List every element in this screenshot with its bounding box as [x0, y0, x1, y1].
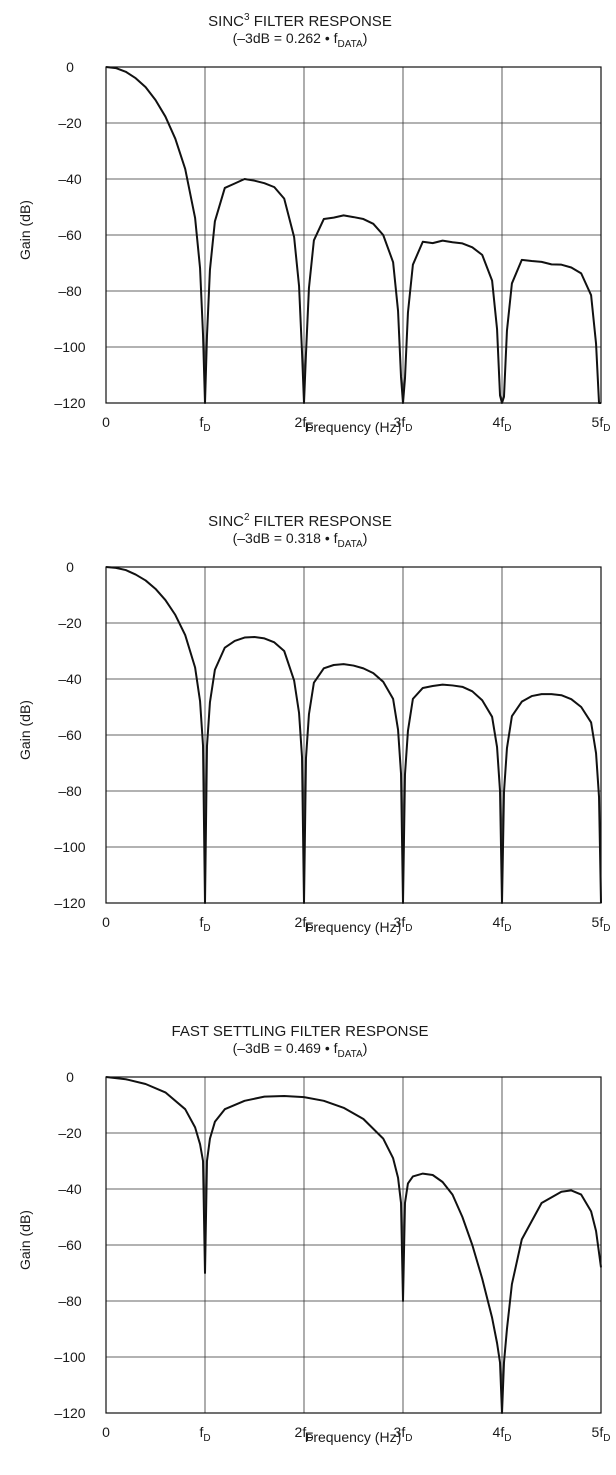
chart-panel: SINC3 FILTER RESPONSE (–3dB = 0.262 • fD… — [0, 0, 616, 480]
y-tick-label: –80 — [58, 1293, 82, 1309]
y-tick-label: –120 — [54, 395, 85, 411]
chart-title: FAST SETTLING FILTER RESPONSE — [171, 1023, 429, 1040]
y-axis-label: Gain (dB) — [16, 1210, 33, 1270]
x-tick-label: 5fD — [592, 914, 611, 934]
y-tick-label: –80 — [58, 783, 82, 799]
y-tick-label: –100 — [54, 839, 85, 855]
y-tick-label: –120 — [54, 1405, 85, 1421]
chart-title: SINC2 FILTER RESPONSE — [208, 512, 392, 530]
x-tick-label: 2fD — [295, 414, 314, 434]
y-tick-label: –40 — [58, 1181, 82, 1197]
series-line — [105, 66, 601, 404]
x-tick-label: 0 — [102, 914, 110, 930]
x-axis-label: Frequency (Hz) — [304, 919, 402, 935]
x-tick-label: 4fD — [493, 1424, 512, 1444]
plot-frame — [105, 566, 602, 904]
x-tick-label: fD — [199, 414, 210, 434]
y-tick-label: –20 — [58, 1125, 82, 1141]
series-line — [105, 566, 602, 904]
y-tick-label: –20 — [58, 115, 82, 131]
chart-plot: 0 –20 –40 –60 –80 –100 –120 0 fD 2fD 3fD 4fD 5fD — [54, 1069, 611, 1444]
x-tick-label: 5fD — [592, 414, 611, 434]
y-tick-label: 0 — [66, 559, 74, 575]
x-tick-label: 3fD — [394, 1424, 413, 1444]
chart-panel: FAST SETTLING FILTER RESPONSE (–3dB = 0.… — [0, 1005, 616, 1475]
y-tick-label: –100 — [54, 1349, 85, 1365]
x-tick-label: 4fD — [493, 414, 512, 434]
x-tick-label: 3fD — [394, 914, 413, 934]
chart-plot: 0 –20 –40 –60 –80 –100 –120 0 fD 2fD 3fD 4fD 5fD — [54, 59, 611, 434]
y-axis-label: Gain (dB) — [16, 700, 33, 760]
y-tick-label: –120 — [54, 895, 85, 911]
y-tick-label: –60 — [58, 1237, 82, 1253]
chart-panel: SINC2 FILTER RESPONSE (–3dB = 0.318 • fD… — [0, 500, 616, 980]
x-tick-label: 2fD — [295, 914, 314, 934]
x-tick-label: 4fD — [493, 914, 512, 934]
x-axis-label: Frequency (Hz) — [304, 1429, 402, 1445]
y-tick-label: 0 — [66, 1069, 74, 1085]
series-line — [105, 1076, 602, 1414]
x-tick-label: 5fD — [592, 1424, 611, 1444]
plot-frame — [105, 66, 602, 404]
x-axis-label: Frequency (Hz) — [304, 419, 402, 435]
plot-frame — [105, 1076, 602, 1414]
x-tick-label: 0 — [102, 1424, 110, 1440]
chart-subtitle: (–3dB = 0.262 • fDATA) — [232, 30, 368, 50]
x-tick-label: 3fD — [394, 414, 413, 434]
chart-subtitle: (–3dB = 0.318 • fDATA) — [232, 530, 368, 550]
y-tick-label: –100 — [54, 339, 85, 355]
y-tick-label: –40 — [58, 171, 82, 187]
x-tick-label: fD — [199, 1424, 210, 1444]
x-tick-label: 0 — [102, 414, 110, 430]
y-tick-label: –20 — [58, 615, 82, 631]
chart-title: SINC3 FILTER RESPONSE — [208, 12, 392, 30]
x-tick-label: 2fD — [295, 1424, 314, 1444]
y-tick-label: 0 — [66, 59, 74, 75]
y-tick-label: –80 — [58, 283, 82, 299]
y-tick-label: –60 — [58, 727, 82, 743]
x-tick-label: fD — [199, 914, 210, 934]
y-axis-label: Gain (dB) — [16, 200, 33, 260]
chart-plot: 0 –20 –40 –60 –80 –100 –120 0 fD 2fD 3fD 4fD 5fD — [54, 559, 611, 934]
chart-subtitle: (–3dB = 0.469 • fDATA) — [232, 1040, 368, 1060]
y-tick-label: –40 — [58, 671, 82, 687]
y-tick-label: –60 — [58, 227, 82, 243]
